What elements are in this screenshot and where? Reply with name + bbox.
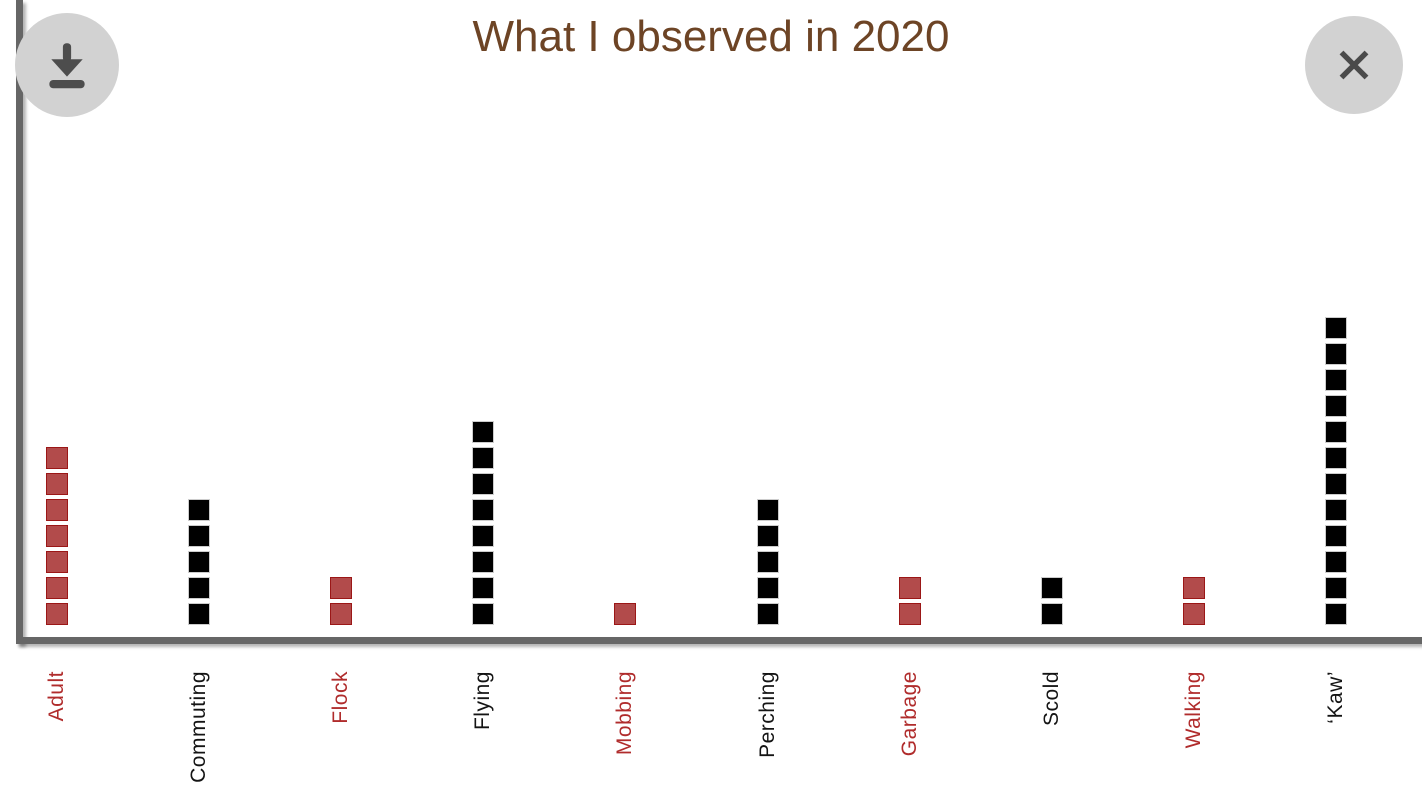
- x-axis-label: Mobbing: [613, 671, 637, 756]
- x-axis-label: ‘Kaw’: [1323, 671, 1347, 724]
- unit-square: [1324, 317, 1347, 339]
- unit-square: [756, 499, 779, 521]
- x-axis-label: Garbage: [897, 671, 921, 757]
- download-button[interactable]: [15, 13, 119, 117]
- unit-square: [1324, 577, 1347, 599]
- unit-square: [472, 525, 495, 547]
- unit-square: [1040, 577, 1063, 599]
- unit-square: [756, 577, 779, 599]
- unit-square: [1324, 473, 1347, 495]
- unit-square: [472, 499, 495, 521]
- unit-square: [756, 603, 779, 625]
- unit-square: [1324, 447, 1347, 469]
- unit-square: [614, 603, 637, 625]
- unit-square: [472, 603, 495, 625]
- unit-square: [1324, 499, 1347, 521]
- unit-square: [756, 525, 779, 547]
- x-axis-label: Scold: [1039, 671, 1063, 727]
- x-axis-label: Flying: [471, 671, 495, 731]
- unit-square: [1182, 603, 1205, 625]
- x-axis-label: Flock: [329, 671, 353, 724]
- unit-square: [472, 447, 495, 469]
- unit-square: [46, 603, 68, 625]
- unit-square: [46, 577, 68, 599]
- unit-square: [756, 551, 779, 573]
- unit-square: [188, 551, 211, 573]
- unit-square: [472, 551, 495, 573]
- unit-square: [472, 473, 495, 495]
- unit-square: [188, 525, 211, 547]
- chart-title: What I observed in 2020: [472, 12, 950, 61]
- unit-square: [46, 473, 68, 495]
- unit-square: [188, 499, 211, 521]
- unit-square: [188, 577, 211, 599]
- unit-square: [898, 603, 921, 625]
- x-axis-line: [16, 637, 1422, 644]
- unit-square: [1324, 343, 1347, 365]
- unit-square: [898, 577, 921, 599]
- download-icon: [49, 43, 85, 89]
- x-axis-label: Commuting: [187, 671, 211, 783]
- close-button[interactable]: [1305, 16, 1403, 114]
- unit-square: [1324, 395, 1347, 417]
- unit-square: [46, 525, 68, 547]
- unit-square: [46, 551, 68, 573]
- unit-square: [1324, 551, 1347, 573]
- unit-square: [1324, 369, 1347, 391]
- unit-square: [46, 499, 68, 521]
- unit-square: [472, 577, 495, 599]
- close-icon: [1339, 50, 1369, 80]
- y-axis-line: [16, 0, 23, 644]
- unit-square: [188, 603, 211, 625]
- unit-square: [330, 603, 353, 625]
- unit-square: [1182, 577, 1205, 599]
- unit-square: [1324, 603, 1347, 625]
- unit-square: [1040, 603, 1063, 625]
- unit-square: [1324, 421, 1347, 443]
- unit-square: [472, 421, 495, 443]
- unit-square: [1324, 525, 1347, 547]
- x-axis-label: Adult: [45, 671, 68, 722]
- unit-square: [46, 447, 68, 469]
- unit-square: [330, 577, 353, 599]
- x-axis-label: Walking: [1181, 671, 1205, 749]
- x-axis-label: Perching: [755, 671, 779, 758]
